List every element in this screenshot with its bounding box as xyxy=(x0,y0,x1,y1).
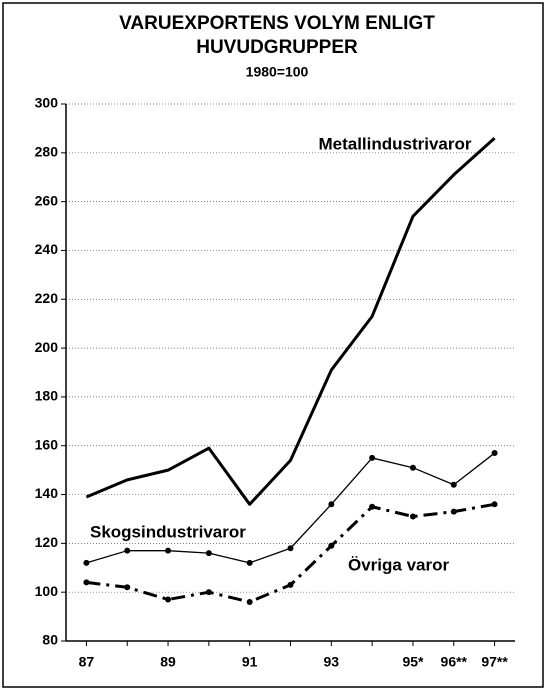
x-tick-label: 91 xyxy=(242,654,258,670)
y-tick-label: 140 xyxy=(35,485,59,501)
series-marker xyxy=(287,581,294,588)
x-tick-label: 89 xyxy=(160,654,176,670)
y-tick-label: 280 xyxy=(35,144,59,160)
y-tick-label: 180 xyxy=(35,388,59,404)
series-marker xyxy=(83,579,90,586)
series-label: Metallindustrivaror xyxy=(318,134,471,153)
y-tick-label: 200 xyxy=(35,339,59,355)
series-marker xyxy=(205,589,212,596)
x-tick-label: 95* xyxy=(402,654,424,670)
series-marker xyxy=(165,547,172,554)
series-marker xyxy=(491,501,498,508)
series-marker xyxy=(450,508,457,515)
series-marker xyxy=(450,481,457,488)
y-tick-label: 100 xyxy=(35,583,59,599)
series-marker xyxy=(124,584,131,591)
y-tick-label: 160 xyxy=(35,436,59,452)
y-tick-label: 260 xyxy=(35,192,59,208)
x-tick-label: 87 xyxy=(79,654,95,670)
x-tick-label: 97** xyxy=(481,654,508,670)
y-tick-label: 80 xyxy=(42,632,58,648)
chart-title: HUVUDGRUPPER xyxy=(196,37,358,58)
y-tick-label: 120 xyxy=(35,534,59,550)
y-tick-label: 220 xyxy=(35,290,59,306)
series-marker xyxy=(165,596,172,603)
series-label: Skogsindustrivaror xyxy=(90,522,246,541)
y-tick-label: 300 xyxy=(35,95,59,111)
chart-subtitle: 1980=100 xyxy=(246,64,309,80)
series-marker xyxy=(246,559,253,566)
series-marker xyxy=(246,598,253,605)
y-tick-label: 240 xyxy=(35,241,59,257)
x-tick-label: 93 xyxy=(324,654,340,670)
series-marker xyxy=(83,559,90,566)
series-marker xyxy=(369,503,376,510)
series-marker xyxy=(328,542,335,549)
series-marker xyxy=(287,545,294,552)
x-tick-label: 96** xyxy=(441,654,468,670)
series-marker xyxy=(205,550,212,557)
series-marker xyxy=(409,464,416,471)
series-marker xyxy=(328,501,335,508)
series-marker xyxy=(409,513,416,520)
series-line xyxy=(85,137,496,506)
series-marker xyxy=(369,454,376,461)
series-marker xyxy=(124,547,131,554)
chart-title: VARUEXPORTENS VOLYM ENLIGT xyxy=(119,13,435,34)
series-marker xyxy=(491,450,498,457)
series-label: Övriga varor xyxy=(348,555,449,574)
